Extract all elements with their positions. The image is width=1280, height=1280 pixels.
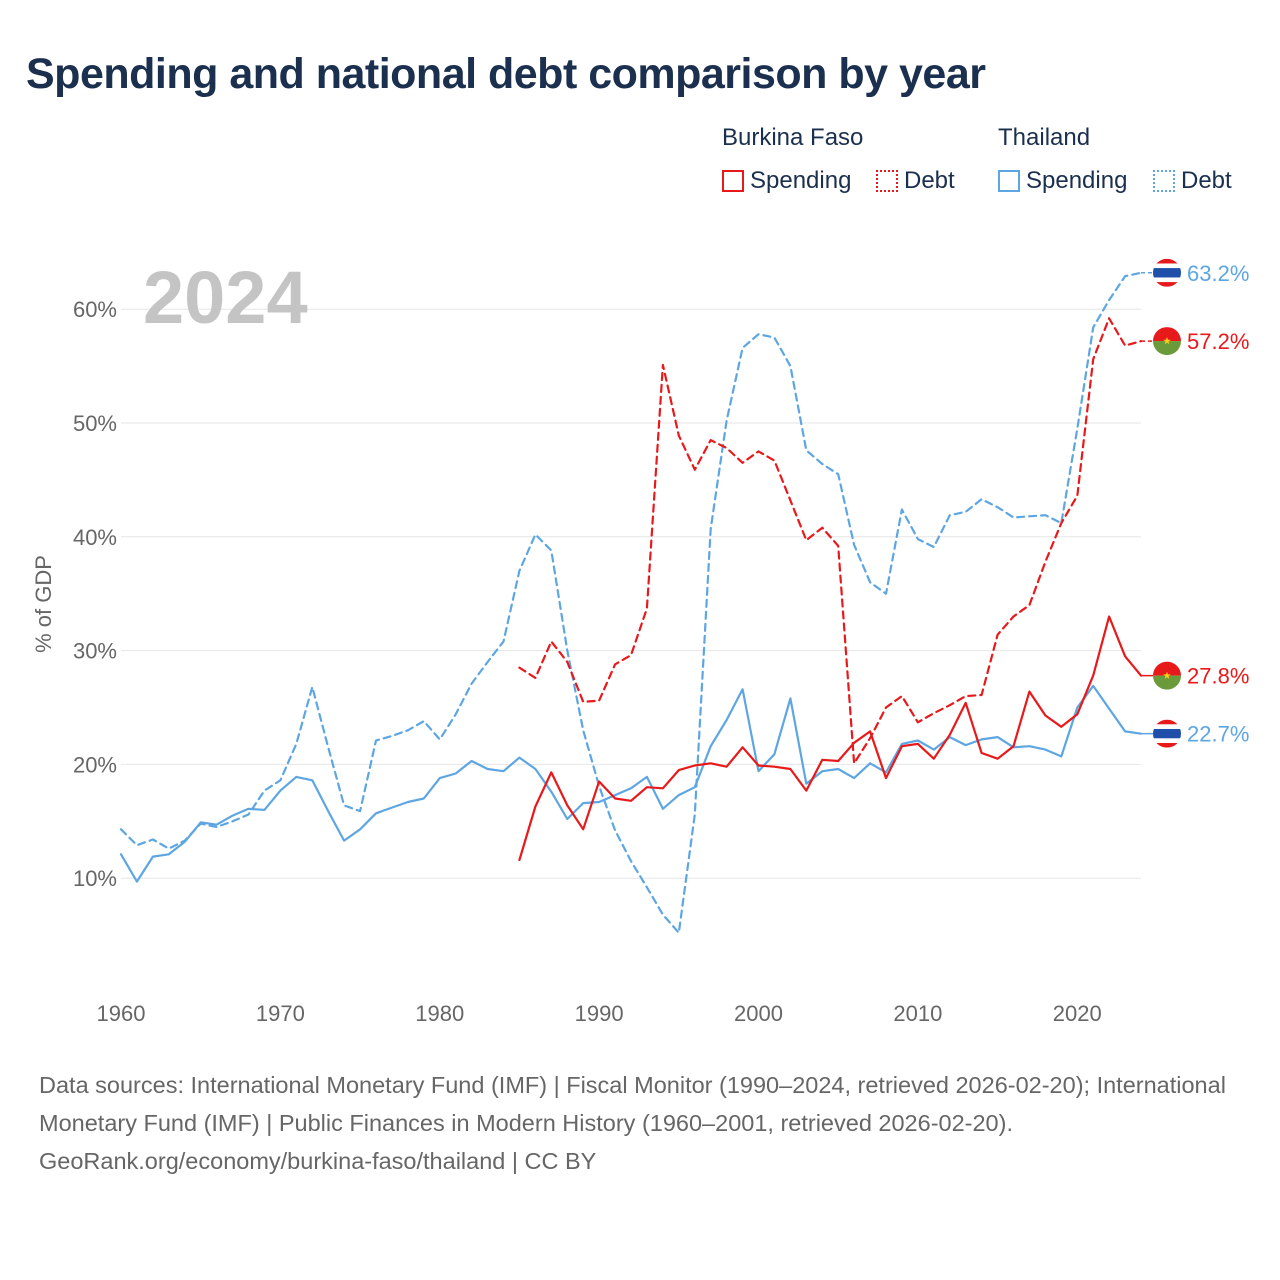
end-labels: 63.2% 22.7% 57.2% 27.8% bbox=[1141, 258, 1249, 748]
legend-label: Spending bbox=[750, 167, 852, 194]
y-axis-ticks: 10% 20% 30% 40% 50% 60% bbox=[73, 297, 117, 891]
end-value-label: 63.2% bbox=[1187, 261, 1249, 286]
end-value-label: 22.7% bbox=[1187, 722, 1249, 747]
footer: Data sources: International Monetary Fun… bbox=[39, 1066, 1239, 1180]
x-tick-label: 1970 bbox=[256, 1001, 305, 1026]
end-value-label: 27.8% bbox=[1187, 664, 1249, 689]
burkina-faso-flag-icon bbox=[1153, 661, 1181, 690]
burkina-faso-flag-icon bbox=[1153, 327, 1181, 356]
legend-swatch-solid-icon bbox=[998, 170, 1020, 192]
legend-swatch-dotted-icon bbox=[1153, 170, 1175, 192]
x-tick-label: 2010 bbox=[893, 1001, 942, 1026]
y-tick-label: 30% bbox=[73, 639, 117, 664]
x-tick-label: 2020 bbox=[1053, 1001, 1102, 1026]
series-line-thailand-debt[interactable] bbox=[119, 271, 1143, 934]
y-axis-title: % of GDP bbox=[31, 555, 56, 653]
year-watermark: 2024 bbox=[143, 256, 308, 339]
line-chart: 2024 10% 20% 30% 40% 50% 60% 1960 1970 1980 1990… bbox=[31, 256, 1249, 1026]
legend-label: Spending bbox=[1026, 167, 1128, 194]
legend-swatch-solid-icon bbox=[722, 170, 744, 192]
x-tick-label: 1990 bbox=[575, 1001, 624, 1026]
y-tick-label: 10% bbox=[73, 866, 117, 891]
legend-label: Debt bbox=[1181, 167, 1232, 194]
legend-country-burkina-faso: Burkina Faso bbox=[722, 124, 864, 151]
legend-item-thailand-spending[interactable]: Spending bbox=[998, 166, 1127, 196]
y-tick-label: 20% bbox=[73, 752, 117, 777]
x-tick-label: 2000 bbox=[734, 1001, 783, 1026]
end-value-label: 57.2% bbox=[1187, 329, 1249, 354]
legend-swatch-dotted-icon bbox=[876, 170, 898, 192]
y-tick-label: 40% bbox=[73, 525, 117, 550]
legend-item-burkina-faso-spending[interactable]: Spending bbox=[722, 166, 851, 196]
data-sources-text: Data sources: International Monetary Fun… bbox=[39, 1072, 1226, 1136]
x-tick-label: 1980 bbox=[415, 1001, 464, 1026]
thailand-flag-icon bbox=[1153, 719, 1181, 748]
legend-item-burkina-faso-debt[interactable]: Debt bbox=[876, 166, 955, 196]
x-tick-label: 1960 bbox=[97, 1001, 146, 1026]
legend-label: Debt bbox=[904, 167, 955, 194]
credit-link[interactable]: GeoRank.org/economy/burkina-faso/thailan… bbox=[39, 1148, 597, 1174]
y-tick-label: 60% bbox=[73, 297, 117, 322]
series-lines bbox=[119, 271, 1143, 934]
grid-lines bbox=[121, 308, 1141, 879]
series-line-thailand-spending[interactable] bbox=[119, 684, 1143, 883]
series-line-burkina-faso-spending[interactable] bbox=[518, 615, 1143, 862]
chart-title: Spending and national debt comparison by… bbox=[26, 50, 986, 98]
thailand-flag-icon bbox=[1153, 258, 1181, 287]
legend-item-thailand-debt[interactable]: Debt bbox=[1153, 166, 1232, 196]
y-tick-label: 50% bbox=[73, 411, 117, 436]
series-line-burkina-faso-debt[interactable] bbox=[518, 317, 1143, 765]
x-axis-ticks: 1960 1970 1980 1990 2000 2010 2020 bbox=[97, 1001, 1102, 1026]
legend-country-thailand: Thailand bbox=[998, 124, 1091, 151]
